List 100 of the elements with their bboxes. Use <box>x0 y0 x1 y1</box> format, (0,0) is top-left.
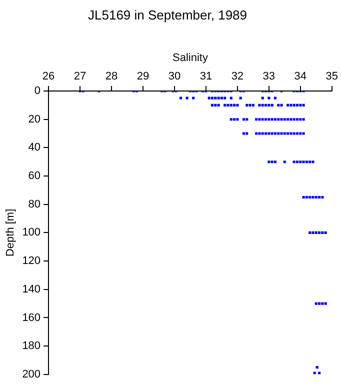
point <box>280 104 283 106</box>
point <box>261 96 264 100</box>
point <box>321 231 324 234</box>
point <box>302 118 305 121</box>
y-tick-label: 180 <box>22 340 41 352</box>
y-tick-label: 200 <box>22 368 41 380</box>
point <box>220 96 223 100</box>
x-tick-label: 32 <box>231 70 244 82</box>
point <box>308 160 312 164</box>
point <box>296 118 299 121</box>
y-tick-label: 140 <box>22 283 41 296</box>
x-tick-label: 34 <box>294 70 307 82</box>
point <box>292 118 296 121</box>
point <box>270 160 274 164</box>
y-tick-label: 20 <box>28 113 41 126</box>
point <box>233 118 236 121</box>
point <box>277 118 280 121</box>
point <box>283 132 286 135</box>
point <box>318 372 321 374</box>
point <box>299 160 302 164</box>
y-tick-label: 0 <box>34 85 41 98</box>
point <box>286 118 290 121</box>
point <box>270 118 274 121</box>
point <box>308 231 312 234</box>
point <box>299 118 302 121</box>
point <box>270 104 274 106</box>
point <box>268 104 270 106</box>
point <box>214 96 217 100</box>
x-tick-label: 29 <box>136 70 150 82</box>
point <box>312 160 314 164</box>
point <box>274 160 276 164</box>
point <box>217 104 220 106</box>
point <box>302 132 305 135</box>
point <box>239 96 242 100</box>
point <box>242 118 246 121</box>
point <box>268 118 270 121</box>
x-tick-label: 35 <box>326 70 338 82</box>
point <box>283 118 286 121</box>
point <box>296 104 299 106</box>
x-tick-label: 31 <box>200 70 212 82</box>
point <box>270 132 274 135</box>
point <box>324 302 327 305</box>
point <box>230 104 232 106</box>
point <box>210 104 214 106</box>
point <box>236 118 239 121</box>
point <box>321 302 324 305</box>
y-tick-label: 60 <box>28 170 41 182</box>
y-axis-title: Depth [m] <box>4 208 17 257</box>
point <box>233 104 236 106</box>
point <box>268 160 270 164</box>
point <box>292 160 296 164</box>
point <box>217 96 220 100</box>
point <box>314 231 318 234</box>
point <box>318 196 321 199</box>
point <box>208 96 210 100</box>
point <box>277 132 280 135</box>
point <box>261 104 264 106</box>
point <box>283 160 286 164</box>
chart-title: JL5169 in September, 1989 <box>88 7 248 22</box>
point <box>302 104 305 106</box>
point <box>252 104 254 106</box>
point <box>230 96 232 100</box>
point <box>305 196 308 199</box>
point <box>286 132 290 135</box>
point <box>313 372 316 374</box>
y-tick-label: 120 <box>22 255 41 268</box>
x-tick-label: 30 <box>168 70 181 82</box>
point <box>290 118 292 121</box>
x-tick-label: 26 <box>42 70 55 82</box>
point <box>246 132 248 135</box>
point <box>318 231 321 234</box>
point <box>296 160 299 164</box>
point <box>274 118 276 121</box>
point <box>277 104 280 106</box>
point <box>180 96 182 100</box>
y-tick-label: 40 <box>28 142 41 154</box>
x-tick-label: 27 <box>74 70 86 82</box>
point <box>258 118 261 121</box>
point <box>290 104 292 106</box>
point <box>264 104 268 106</box>
point <box>312 196 314 199</box>
y-tick-label: 100 <box>22 226 41 239</box>
point <box>224 96 226 100</box>
point <box>255 118 258 121</box>
point <box>299 132 302 135</box>
point <box>316 366 318 369</box>
x-tick-label: 28 <box>105 70 118 82</box>
point <box>292 132 296 135</box>
point <box>312 231 314 234</box>
point <box>258 132 261 135</box>
point <box>318 302 321 305</box>
point <box>192 96 195 100</box>
point <box>210 96 214 100</box>
point <box>286 104 290 106</box>
point <box>296 132 299 135</box>
point <box>224 104 226 106</box>
point <box>226 104 230 106</box>
y-tick-label: 80 <box>28 198 41 210</box>
point <box>261 132 264 135</box>
point <box>292 104 296 106</box>
